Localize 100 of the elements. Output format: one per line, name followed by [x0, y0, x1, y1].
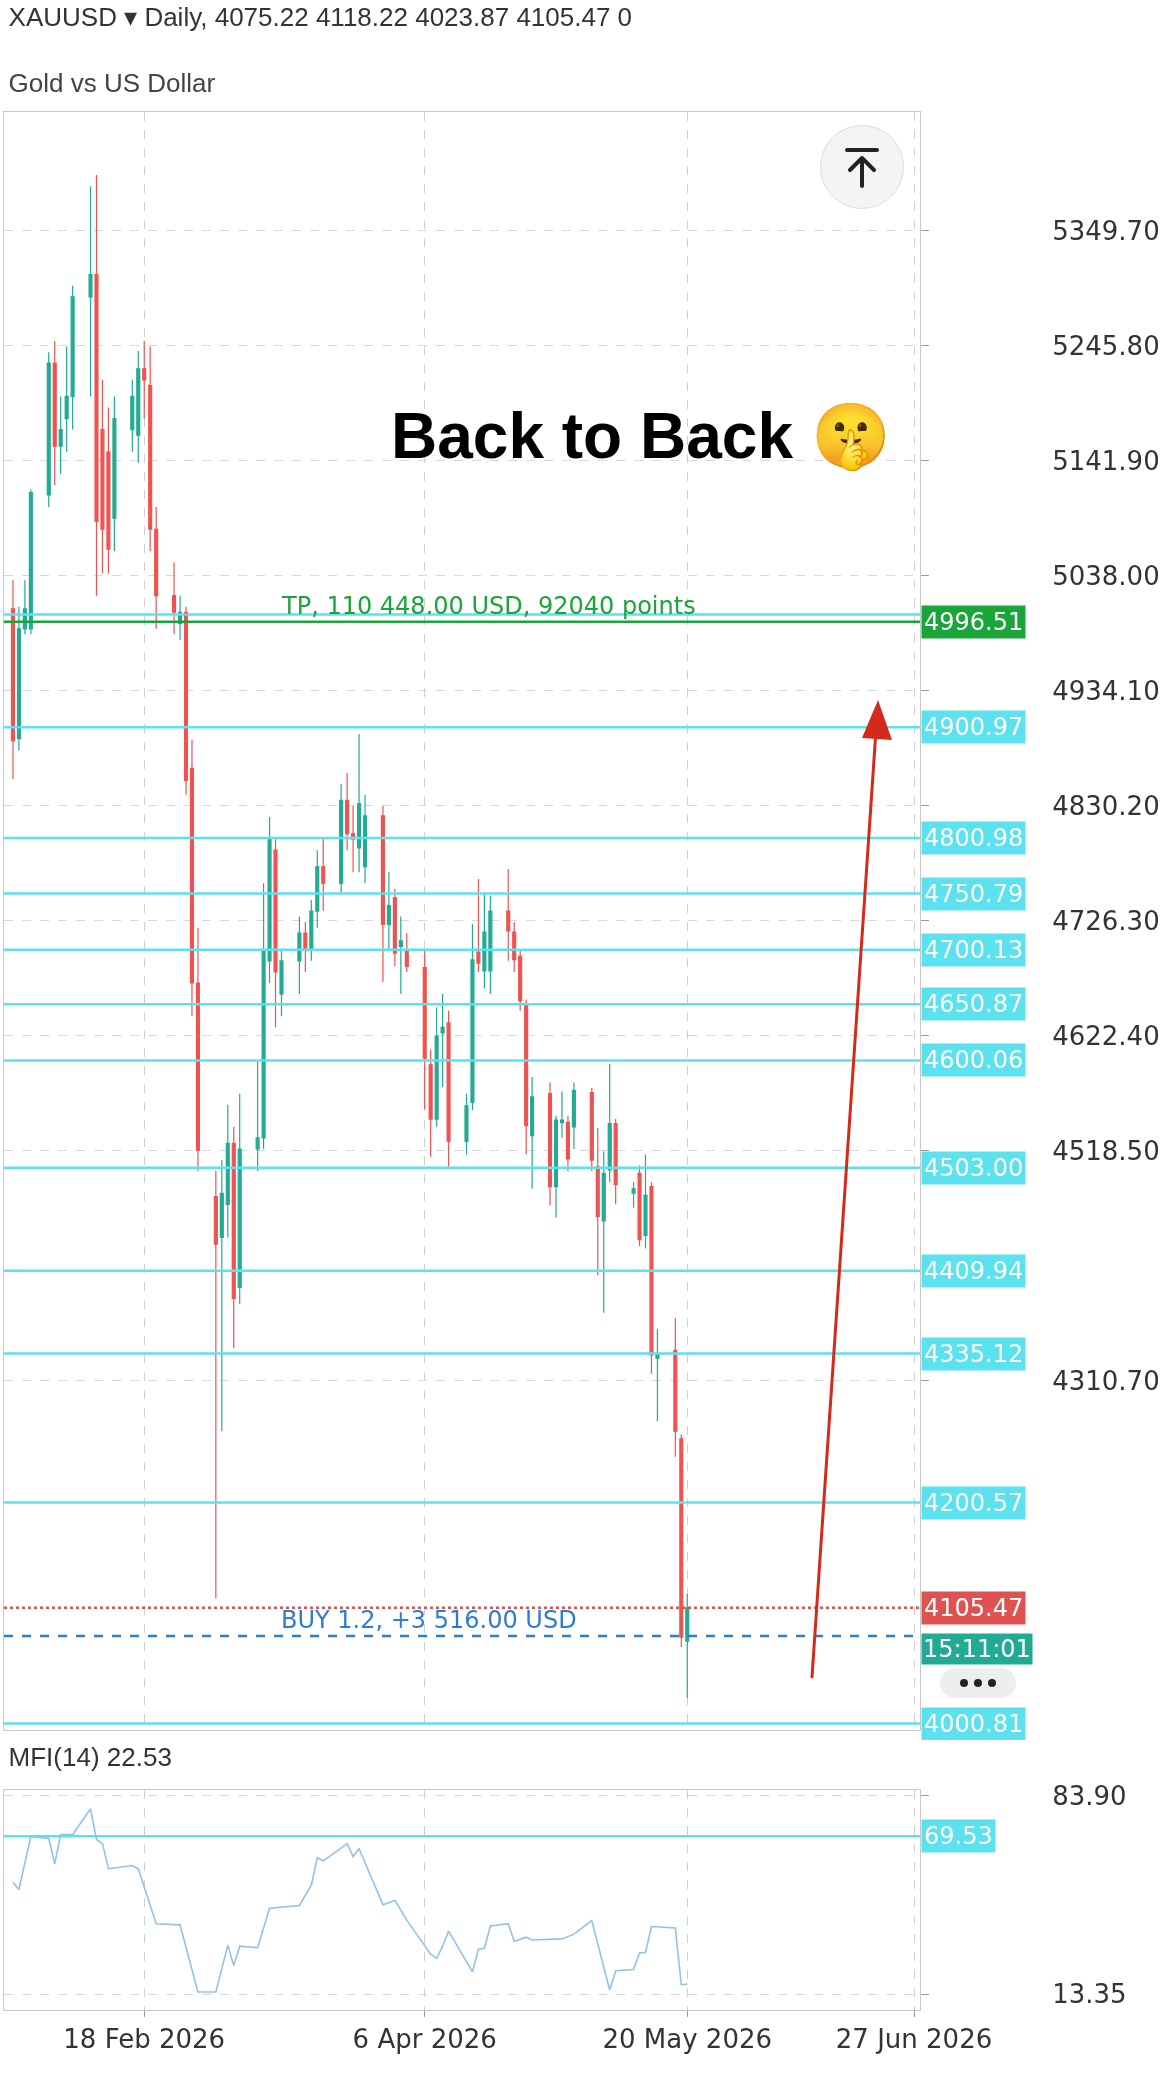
candlestick [685, 1593, 690, 1699]
chart-title: MFI(14) 22.53 [8, 1742, 172, 1773]
ref-line-label: 4105.47 [924, 1594, 1024, 1622]
y-tick-label: 4518.50 [1052, 1135, 1160, 1166]
candlestick [506, 868, 511, 962]
y-tick-label: 4934.10 [1052, 675, 1160, 706]
candlestick [613, 1118, 618, 1205]
candlestick [518, 949, 523, 1012]
ref-line-label: 4996.51 [924, 608, 1024, 636]
candlestick [46, 351, 51, 508]
candlestick [530, 1076, 535, 1190]
x-tick-label: 18 Feb 2026 [63, 2024, 226, 2055]
ref-line-label: 4600.06 [924, 1046, 1024, 1074]
candlestick [589, 1087, 594, 1172]
candlestick [404, 932, 409, 973]
candlestick [643, 1153, 648, 1250]
candlestick [488, 894, 493, 995]
annotation: Back to Back 🤫 [391, 400, 891, 472]
chart-title: XAUUSD ▾ Daily, 4075.22 4118.22 4023.87 4105.47 0 [8, 2, 633, 33]
candlestick [154, 506, 159, 630]
annotation: BUY 1.2, +3 516.00 USD [281, 1606, 577, 1634]
candlestick [637, 1164, 642, 1247]
candlestick [16, 606, 21, 752]
candlestick [112, 395, 117, 552]
ref-line-label: 4650.87 [924, 990, 1024, 1018]
candlestick [237, 1093, 242, 1305]
ref-line-label: 4700.13 [924, 936, 1024, 964]
x-tick-label: 6 Apr 2026 [352, 2024, 497, 2055]
y-tick-label: 5349.70 [1052, 215, 1160, 246]
candlestick [595, 1127, 600, 1276]
candlestick [321, 838, 326, 912]
candlestick [219, 1159, 224, 1432]
ref-line-label: 4900.97 [924, 713, 1024, 741]
candlestick [446, 1010, 451, 1168]
y-tick-label: 5038.00 [1052, 560, 1160, 591]
text: 15:11:01 [923, 1635, 1031, 1663]
ref-line-label: 69.53 [924, 1822, 993, 1850]
candlestick [52, 340, 57, 486]
y-tick-label: 4726.30 [1052, 905, 1160, 936]
candlestick [601, 1150, 606, 1314]
candlestick [279, 949, 284, 1017]
candlestick [524, 998, 529, 1156]
ref-line-label: 4335.12 [924, 1340, 1024, 1368]
candlestick [58, 395, 63, 475]
candlestick [428, 1048, 433, 1158]
candlestick [679, 1433, 684, 1648]
candlestick [392, 888, 397, 967]
chart-subtitle: Gold vs US Dollar [8, 68, 216, 98]
ref-line-label: 4409.94 [924, 1257, 1024, 1285]
candlestick [189, 738, 195, 1017]
candlestick [231, 1126, 236, 1349]
candlestick [655, 1328, 660, 1422]
candlestick [303, 921, 308, 973]
candlestick [136, 350, 141, 464]
ref-line-label: 4750.79 [924, 880, 1024, 908]
candlestick [547, 1081, 553, 1207]
candlestick [130, 379, 135, 453]
candlestick [362, 794, 368, 884]
candlestick [88, 185, 93, 398]
candlestick [309, 899, 314, 962]
y-tick-label: 5141.90 [1052, 445, 1160, 476]
ref-line-label: 4800.98 [924, 824, 1024, 852]
y-tick-label: 5245.80 [1052, 330, 1160, 361]
candlestick [273, 838, 278, 1028]
candlestick [649, 1181, 654, 1375]
candlestick [225, 1104, 230, 1239]
candlestick [345, 772, 350, 851]
ref-line-label: 4000.81 [924, 1710, 1024, 1738]
annotation: TP, 110 448.00 USD, 92040 points [281, 592, 696, 620]
candlestick [673, 1317, 678, 1458]
candlestick [315, 849, 320, 929]
candlestick [422, 949, 427, 1110]
y-tick-label: 4310.70 [1052, 1365, 1160, 1396]
candlestick [142, 340, 147, 420]
candlestick [571, 1081, 576, 1150]
ref-line-label: 4503.00 [924, 1154, 1024, 1182]
candlestick [386, 871, 391, 951]
y-tick-label: 4622.40 [1052, 1020, 1160, 1051]
candlestick [213, 1170, 218, 1599]
candlestick [553, 1115, 559, 1219]
candlestick [565, 1115, 570, 1172]
candlestick [64, 346, 69, 453]
line-series [12, 1808, 689, 1993]
ref-line-label: 4200.57 [924, 1489, 1024, 1517]
candlestick [476, 878, 481, 973]
candlestick [10, 579, 16, 780]
candlestick [607, 1063, 612, 1183]
y-tick-label: 83.90 [1052, 1781, 1127, 1811]
candlestick [28, 488, 33, 635]
y-tick-label: 13.35 [1052, 1979, 1127, 2010]
candlestick [464, 1093, 469, 1156]
candlestick [434, 1006, 439, 1128]
candlestick [380, 805, 385, 983]
candlestick [297, 915, 302, 995]
x-tick-label: 27 Jun 2026 [835, 2024, 993, 2055]
y-tick-label: 4830.20 [1052, 790, 1160, 821]
candlestick [183, 606, 189, 796]
candlestick [357, 733, 362, 873]
candlestick [398, 915, 403, 995]
candlestick [195, 927, 200, 1172]
